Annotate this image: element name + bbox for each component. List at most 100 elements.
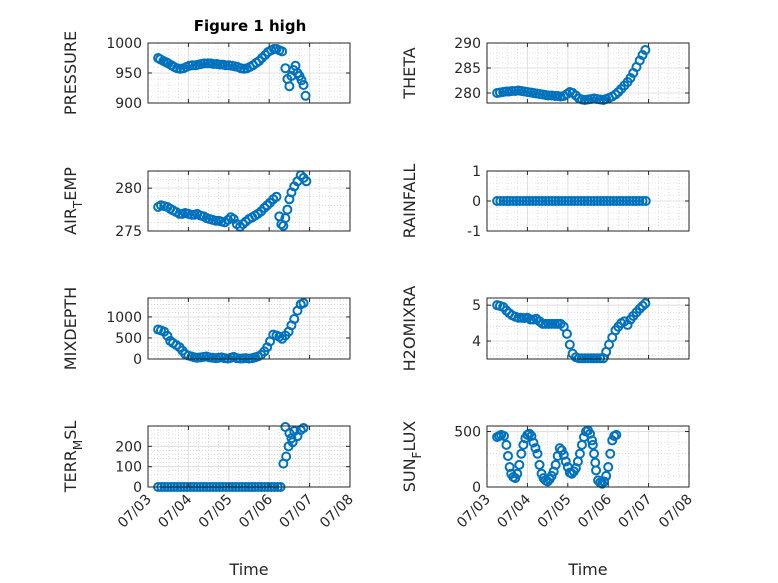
y-tick-label: 900 xyxy=(115,96,142,112)
y-axis-title: RAINFALL xyxy=(400,164,419,239)
y-tick-label: -1 xyxy=(467,224,481,240)
data-point xyxy=(597,478,608,489)
data-point xyxy=(624,196,635,206)
data-point xyxy=(498,430,509,441)
data-point xyxy=(543,90,554,101)
series-markers xyxy=(153,170,312,232)
grid xyxy=(486,297,690,359)
data-point xyxy=(559,196,570,206)
data-point xyxy=(287,437,298,448)
series-markers xyxy=(492,298,651,364)
data-point xyxy=(587,439,598,450)
data-point xyxy=(553,196,564,206)
y-axis-title-subscript: F xyxy=(410,451,424,458)
subplot-theta: 280 285 290 THETA xyxy=(400,36,690,105)
data-point xyxy=(527,196,538,206)
data-point xyxy=(282,204,293,215)
data-point xyxy=(614,196,625,206)
data-point xyxy=(605,196,616,206)
data-point xyxy=(589,448,600,459)
y-tick-label: 950 xyxy=(115,66,142,82)
y-axis-title: PRESSURE xyxy=(61,31,80,115)
grid xyxy=(147,298,351,360)
data-point xyxy=(514,459,525,470)
data-point xyxy=(503,450,514,461)
x-tick-label: 07/07 xyxy=(277,492,317,532)
y-tick-label: 4 xyxy=(472,334,481,350)
data-point xyxy=(561,328,572,339)
series-markers xyxy=(153,298,309,364)
x-tick-label: 07/04 xyxy=(494,491,534,531)
subplot-mixdepth: 0 500 1000 MIXDEPTH xyxy=(61,287,351,370)
data-point xyxy=(582,196,593,206)
x-tick-label: 07/03 xyxy=(454,492,494,532)
data-point xyxy=(605,448,616,459)
data-point xyxy=(530,196,541,206)
y-axis-title: MIXDEPTH xyxy=(61,287,80,370)
data-point xyxy=(579,196,590,206)
data-point xyxy=(572,196,583,206)
data-point xyxy=(534,196,545,206)
subplot-h2o-mixing-ratio: 4 5 H2OMIXRA xyxy=(400,286,690,372)
data-point xyxy=(611,429,622,440)
y-tick-label: 280 xyxy=(115,181,142,197)
data-point xyxy=(601,470,612,481)
y-tick-label: 1000 xyxy=(106,36,142,52)
x-axis-title: Time xyxy=(228,560,268,579)
y-axis-title-text: SUN xyxy=(400,458,419,492)
data-point xyxy=(601,196,612,206)
y-axis-title-text: THETA xyxy=(400,47,419,99)
axes-frame xyxy=(486,425,690,488)
data-point xyxy=(637,50,648,60)
subplot-air-temp: 275 280 AIRTEMP xyxy=(61,167,351,240)
data-point xyxy=(492,196,503,206)
y-tick-label: 0 xyxy=(133,352,142,368)
data-point xyxy=(298,298,309,309)
data-point xyxy=(284,81,295,92)
subplot-sun-flux: 0 500 07/03 07/04 07/05 07/06 07/07 07/08 SUNFLU… xyxy=(400,421,696,579)
data-point xyxy=(564,339,575,350)
data-point xyxy=(220,60,231,71)
y-tick-label: 1 xyxy=(472,164,481,180)
axes-frame xyxy=(147,425,351,488)
data-point xyxy=(603,462,614,473)
data-point xyxy=(298,423,309,434)
data-point xyxy=(289,314,300,325)
subplot-rainfall: -1 0 1 RAINFALL xyxy=(400,164,690,240)
data-point xyxy=(566,196,577,206)
series-markers xyxy=(492,425,622,489)
data-point xyxy=(296,75,307,86)
data-point xyxy=(550,459,561,470)
y-axis-title-text: MIXDEPTH xyxy=(61,287,80,370)
data-point xyxy=(300,90,311,101)
data-point xyxy=(637,196,648,206)
data-point xyxy=(505,196,516,206)
data-point xyxy=(569,196,580,206)
data-point xyxy=(599,476,610,487)
y-axis-title-tail: EMP xyxy=(61,167,80,201)
y-axis-title: H2OMIXRA xyxy=(400,286,419,372)
data-point xyxy=(592,196,603,206)
data-point xyxy=(501,196,512,206)
x-tick-label: 07/03 xyxy=(115,492,155,532)
data-point xyxy=(621,196,632,206)
axes-frame xyxy=(486,42,690,104)
data-point xyxy=(540,196,551,206)
y-axis-title-subscript: M xyxy=(71,440,85,450)
data-point xyxy=(563,196,574,206)
x-tick-label: 07/08 xyxy=(317,492,357,532)
figure-title: Figure 1 high xyxy=(194,17,307,35)
data-point xyxy=(528,437,539,448)
x-tick-label: 07/05 xyxy=(196,492,236,532)
y-axis-title: TERRMSL xyxy=(61,421,85,494)
data-point xyxy=(298,80,309,90)
axes-frame xyxy=(486,297,690,360)
y-axis-title-tail: LUX xyxy=(400,421,419,452)
data-point xyxy=(507,86,518,96)
data-point xyxy=(301,176,312,187)
data-point xyxy=(640,298,651,309)
data-point xyxy=(595,353,606,364)
data-point xyxy=(627,196,638,206)
y-tick-label: 500 xyxy=(454,425,481,441)
x-tick-label: 07/05 xyxy=(535,492,575,532)
